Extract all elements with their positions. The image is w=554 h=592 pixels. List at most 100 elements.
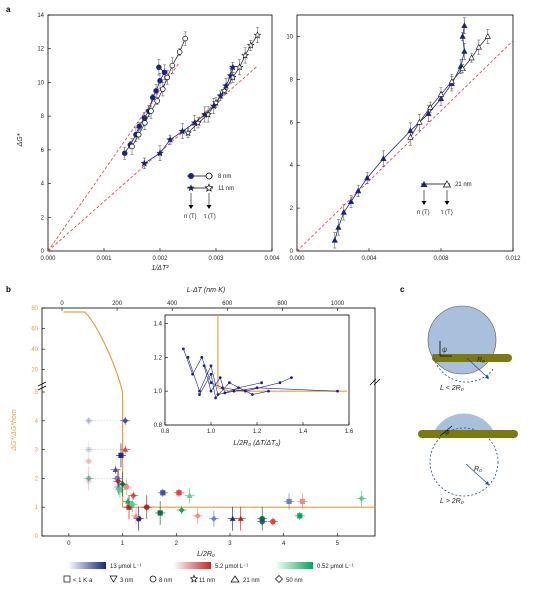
- b-point: [126, 504, 132, 510]
- a-right-ytick: 0: [290, 249, 294, 255]
- b-point: [130, 492, 137, 499]
- a-left-point: [235, 63, 244, 71]
- a-right-series-line: [334, 25, 465, 241]
- b-point: [259, 515, 266, 522]
- legend-marker-1: < 1 K·a: [73, 578, 93, 584]
- panel-c-label: c: [400, 285, 405, 294]
- b-ytick-upper: 80: [31, 306, 38, 312]
- a-left-legend-11nm: 11 nm: [218, 186, 234, 192]
- b-point: [176, 490, 182, 496]
- dashed-sphere-outline: [429, 427, 499, 497]
- b-point: [86, 447, 92, 453]
- b-point: [299, 498, 306, 505]
- b-point: [129, 501, 136, 508]
- a-right-point: [355, 187, 362, 194]
- c-top-radius: R₀: [477, 357, 485, 364]
- inset-xtick: 1.2: [253, 429, 262, 435]
- a-left-point: [169, 62, 176, 69]
- b-top-tick: 600: [222, 301, 233, 307]
- c-bottom-angle: φ: [445, 429, 450, 436]
- b-point: [160, 490, 166, 496]
- triangle-down-marker-icon: [109, 575, 118, 583]
- a-left-xtick: 0.000: [40, 256, 56, 262]
- nucleus-sphere: [427, 305, 497, 375]
- a-right-frame: [296, 14, 514, 252]
- a-left-ytick: 4: [41, 182, 45, 188]
- inset-ytick: 1.4: [154, 321, 163, 327]
- a-right-ytick: 2: [290, 206, 294, 212]
- inset-point: [228, 381, 231, 385]
- panel-a-label: a: [6, 5, 11, 14]
- inset-point: [251, 393, 254, 396]
- triangle-up-marker-icon: [230, 575, 240, 583]
- a-left-point: [182, 35, 188, 42]
- inset-point: [218, 376, 222, 380]
- a-right-xtick: 0.004: [361, 256, 377, 262]
- a-left-xtick: 0.003: [208, 256, 224, 262]
- inset-point: [336, 389, 339, 393]
- substrate-fiber-bottom: [418, 430, 518, 438]
- b-top-tick: 200: [112, 301, 123, 307]
- legend-marker-5: 21 nm: [243, 578, 260, 584]
- inset-point: [267, 389, 270, 393]
- b-xtick: 2: [175, 541, 179, 547]
- b-point: [194, 512, 201, 519]
- inset-point: [198, 389, 201, 393]
- a-right-legend: 21 nm n (T) τ (T): [417, 180, 472, 216]
- b-point: [118, 452, 124, 458]
- legend-13umol: 13 μmol L⁻¹: [110, 564, 142, 570]
- a-right-xtick: 0.008: [433, 256, 449, 262]
- a-left-fit-line: [47, 61, 180, 252]
- radius-arrow-icon: [466, 357, 489, 379]
- legend-marker-4: 11 nm: [199, 578, 215, 584]
- a-left-point: [229, 63, 237, 71]
- b-top-axis-label: L·ΔT (nm·K): [187, 287, 226, 294]
- inset-ytick: 1.0: [154, 389, 163, 395]
- legend-red-scale: [173, 562, 211, 569]
- radius-arrow-icon: [465, 463, 489, 485]
- a-left-point: [156, 149, 164, 157]
- inset-xtick: 1.4: [299, 429, 308, 435]
- b-point: [157, 510, 163, 516]
- panel-c-top: ψ R₀ L < 2R₀: [427, 305, 512, 392]
- inset-point: [232, 389, 236, 393]
- inset-point: [209, 372, 213, 376]
- a-right-point: [364, 174, 371, 181]
- c-top-angle: ψ: [442, 347, 447, 354]
- a-left-point: [153, 88, 159, 94]
- a-left-point: [161, 69, 168, 76]
- b-ytick-upper: 60: [31, 327, 38, 333]
- inset-ytick: 0.8: [154, 423, 163, 429]
- b-ytick: 3: [35, 448, 39, 454]
- b-point: [122, 446, 129, 452]
- a-right-point: [459, 33, 466, 39]
- inset-xtick: 1.0: [207, 429, 216, 435]
- inset-point: [214, 396, 218, 400]
- inset-point: [209, 364, 213, 368]
- a-left-legend-8nm: 8 nm: [218, 174, 231, 180]
- b-point: [117, 487, 123, 493]
- a-left-point: [154, 98, 160, 104]
- b-point: [237, 515, 244, 521]
- b-point: [358, 495, 365, 502]
- a-right-point: [416, 118, 423, 125]
- a-right-point: [427, 103, 434, 110]
- b-point: [119, 481, 126, 488]
- c-bottom-condition: L > 2R₀: [440, 498, 464, 505]
- legend-open-star-icon: [204, 183, 214, 192]
- a-left-ylabel: ΔG*: [17, 133, 24, 147]
- b-ytick: 2: [35, 476, 39, 482]
- b-xtick: 0: [67, 541, 71, 547]
- a-left-point: [142, 120, 148, 126]
- inset-point: [260, 381, 263, 385]
- inset-point: [237, 386, 241, 390]
- b-ylabel: ΔG*/ΔG*hom: [11, 409, 18, 451]
- legend-marker-2: 3 nm: [120, 578, 133, 584]
- a-left-point: [246, 41, 255, 49]
- b-xtick: 4: [282, 541, 286, 547]
- b-point: [85, 475, 92, 482]
- a-right-point: [331, 236, 338, 243]
- a-left-xtick: 0.001: [96, 256, 112, 262]
- a-left-point: [157, 77, 163, 84]
- a-right-point: [484, 33, 491, 39]
